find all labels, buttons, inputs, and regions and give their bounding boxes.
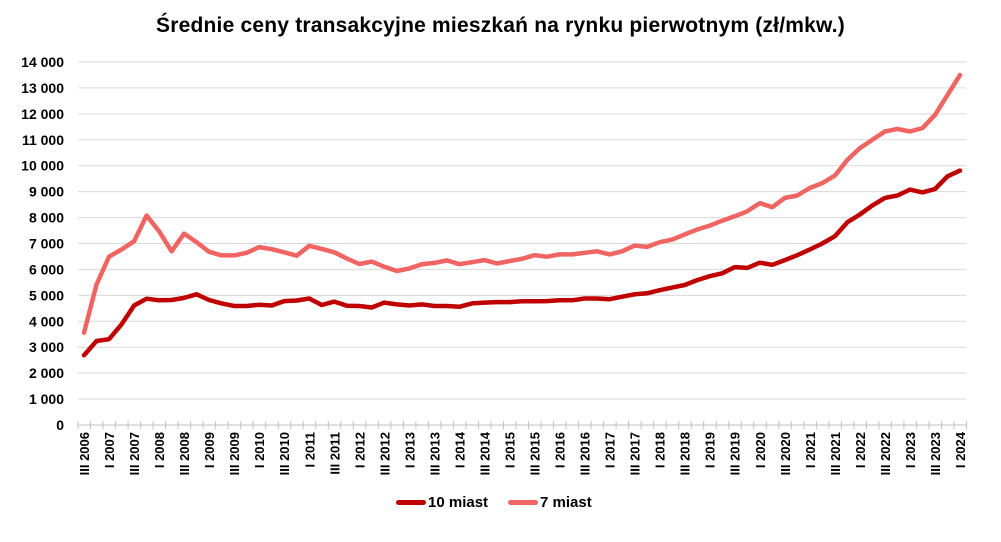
x-tick-label: III 2011	[327, 432, 342, 475]
x-tick-label: III 2009	[227, 432, 242, 475]
x-tick-label: I 2024	[953, 431, 968, 468]
y-tick-label: 9 000	[29, 184, 64, 200]
y-tick-label: 4 000	[29, 313, 64, 329]
series-line-7-miast	[81, 72, 963, 335]
x-tick-label: I 2010	[252, 432, 267, 468]
x-tick-label: I 2016	[553, 432, 568, 468]
x-tick-label: III 2020	[778, 432, 793, 475]
legend-label-10-miast: 10 miast	[428, 494, 489, 511]
y-tick-label: 11 000	[22, 132, 64, 148]
legend: 10 miast 7 miast	[396, 494, 612, 511]
legend-item-10-miast: 10 miast	[396, 494, 488, 511]
series-line-10-miast	[81, 168, 963, 358]
x-tick-label: III 2016	[578, 432, 593, 475]
x-tick-label: III 2023	[928, 432, 943, 475]
gridlines	[78, 61, 966, 400]
y-tick-label: 7 000	[29, 236, 64, 252]
x-tick-label: I 2019	[703, 432, 718, 468]
x-tick-label: I 2013	[402, 432, 417, 468]
x-tick-label: I 2012	[352, 432, 367, 468]
y-tick-label: 13 000	[21, 80, 64, 96]
x-tick-label: I 2014	[452, 431, 467, 468]
x-axis: III 2006 I 2007 III 2007 I 2008 III 2008 I 20…	[77, 421, 968, 475]
x-tick-label: I 2011	[302, 432, 317, 467]
x-tick-label: I 2008	[152, 432, 167, 468]
x-tick-label: III 2015	[528, 432, 543, 475]
x-tick-label: III 2021	[828, 432, 843, 475]
x-tick-label: III 2019	[728, 432, 743, 475]
legend-swatch-10-miast	[396, 500, 426, 505]
x-tick-label: I 2022	[853, 432, 868, 468]
x-tick-label: III 2022	[878, 432, 893, 475]
chart-title: Średnie ceny transakcyjne mieszkań na ry…	[156, 14, 845, 37]
x-tick-label: III 2012	[377, 432, 392, 475]
x-tick-label: III 2010	[277, 432, 292, 475]
series-lines	[81, 72, 963, 358]
x-tick-label: I 2018	[653, 432, 668, 468]
x-tick-label: I 2023	[903, 432, 918, 468]
x-tick-label: I 2021	[803, 432, 818, 468]
y-tick-label: 1 000	[29, 391, 64, 407]
x-tick-label: III 2013	[427, 432, 442, 475]
x-tick-label: I 2007	[102, 432, 117, 468]
x-tick-label: III 2018	[678, 432, 693, 475]
x-tick-label: III 2007	[127, 432, 142, 475]
y-tick-label: 10 000	[21, 158, 64, 174]
y-tick-label: 8 000	[29, 210, 64, 226]
y-tick-label: 0	[56, 417, 64, 433]
y-tick-label: 14 000	[21, 54, 64, 70]
x-tick-label: I 2017	[603, 432, 618, 468]
x-tick-label: III 2006	[77, 432, 92, 475]
x-tick-label: III 2008	[177, 432, 192, 475]
x-tick-label: III 2017	[628, 432, 643, 475]
y-tick-label: 2 000	[29, 365, 64, 381]
legend-item-7-miast: 7 miast	[508, 494, 592, 511]
x-tick-label: I 2015	[502, 432, 517, 468]
y-tick-label: 6 000	[29, 261, 64, 277]
legend-label-7-miast: 7 miast	[540, 494, 592, 511]
y-tick-label: 5 000	[29, 287, 64, 303]
y-axis: 0 1 000 2 000 3 000 4 000 5 000 6 000 7 000 8 00…	[21, 54, 64, 433]
y-tick-label: 12 000	[21, 106, 64, 122]
y-tick-label: 3 000	[29, 339, 64, 355]
x-tick-label: I 2020	[753, 432, 768, 468]
x-tick-label: III 2014	[477, 431, 492, 475]
legend-swatch-7-miast	[508, 500, 539, 505]
x-tick-label: I 2009	[202, 432, 217, 468]
